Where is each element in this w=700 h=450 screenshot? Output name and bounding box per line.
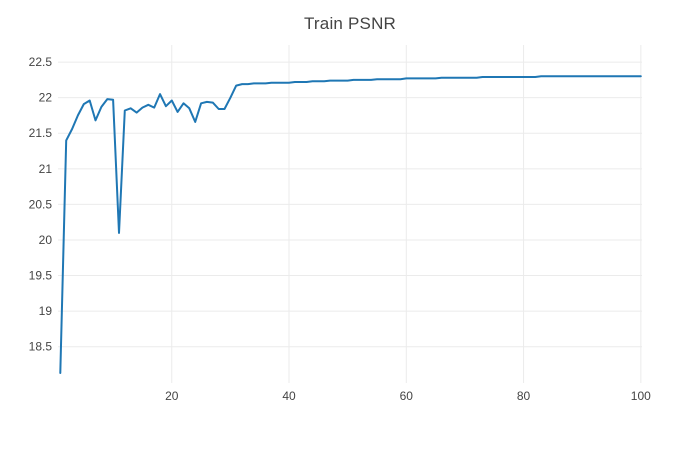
y-tick-label: 20.5: [29, 197, 53, 211]
y-tick-label: 18.5: [29, 340, 53, 354]
y-tick-label: 21: [39, 162, 53, 176]
train-psnr-line[interactable]: [59, 75, 642, 374]
y-tick-label: 21.5: [29, 126, 53, 140]
y-tick-label: 22: [39, 91, 53, 105]
x-tick-label: 20: [165, 389, 179, 403]
x-tick-label: 100: [631, 389, 651, 403]
y-tick-label: 19: [39, 304, 53, 318]
chart-title: Train PSNR: [303, 14, 397, 33]
y-tick-label: 20: [39, 233, 53, 247]
plot-area[interactable]: [58, 45, 642, 383]
x-tick-label: 40: [282, 389, 296, 403]
x-tick-label: 60: [400, 389, 414, 403]
x-tick-label: 80: [517, 389, 531, 403]
y-tick-label: 22.5: [29, 55, 53, 69]
y-tick-label: 19.5: [29, 269, 53, 283]
